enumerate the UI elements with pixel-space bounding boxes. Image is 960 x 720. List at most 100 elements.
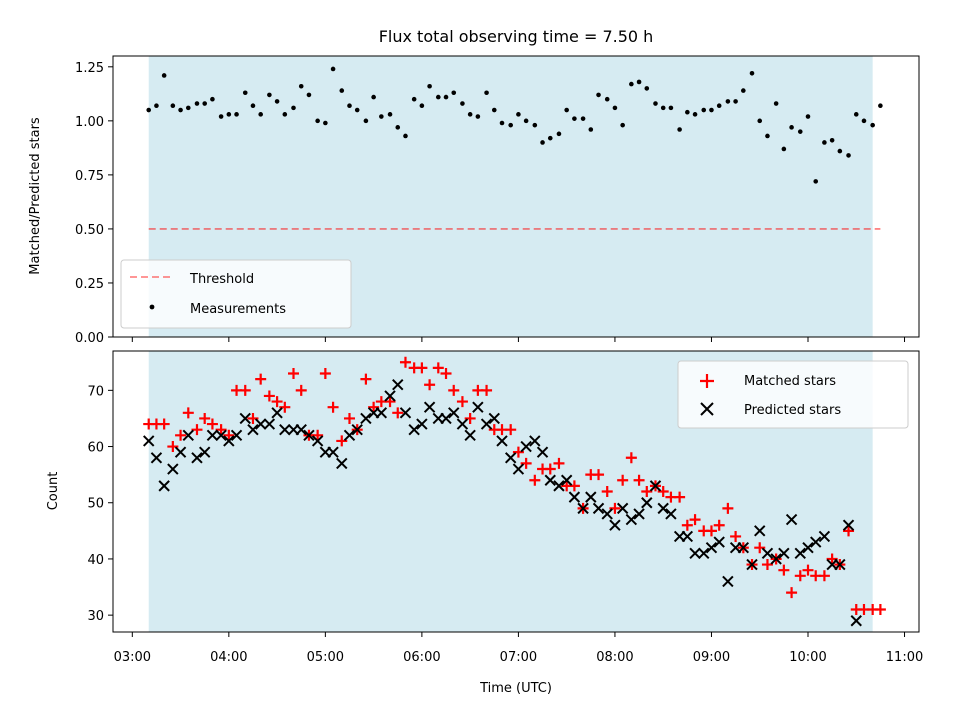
matched-star-point: [481, 384, 493, 396]
measurement-point: [218, 114, 224, 119]
predicted-star-point: [778, 547, 790, 560]
measurement-point: [781, 146, 787, 152]
predicted-star-point: [577, 502, 589, 515]
measurement-point: [306, 92, 312, 98]
predicted-star-point: [343, 429, 356, 442]
matched-star-point: [384, 396, 396, 408]
measurement-point: [813, 179, 819, 184]
measurement-point: [523, 118, 529, 124]
predicted-star-point: [143, 435, 155, 447]
measurement-point: [878, 103, 883, 109]
predicted-star-point: [480, 418, 493, 430]
predicted-star-point: [311, 435, 324, 447]
measurement-point: [805, 114, 811, 119]
predicted-star-point: [536, 446, 549, 458]
matched-stars-series: [143, 356, 886, 616]
predicted-star-point: [423, 401, 436, 413]
measurement-point: [620, 122, 625, 128]
matched-star-point: [392, 407, 404, 419]
predicted-star-point: [722, 575, 734, 588]
legend-measurements-label: Measurements: [190, 302, 286, 317]
top-y-axis: 0.00 0.25 0.50 0.75 1.00 1.25: [75, 61, 113, 346]
predicted-star-point: [512, 463, 525, 475]
matched-star-point: [761, 559, 773, 571]
predicted-star-point: [167, 463, 179, 475]
predicted-star-point: [191, 452, 203, 464]
measurement-point: [547, 135, 553, 141]
predicted-star-point: [585, 491, 597, 503]
predicted-star-point: [448, 407, 460, 419]
predicted-star-point: [746, 558, 758, 571]
matched-star-point: [271, 396, 283, 408]
measurement-point: [154, 103, 159, 109]
measurement-point: [749, 70, 755, 76]
matched-star-point: [826, 553, 838, 565]
predicted-star-point: [158, 480, 170, 492]
measurement-point: [508, 122, 513, 128]
predicted-star-point: [456, 418, 469, 430]
predicted-star-point: [560, 474, 573, 486]
matched-star-point: [657, 486, 669, 497]
legend-matched-swatch: [700, 374, 714, 388]
predicted-star-point: [488, 412, 500, 425]
predicted-star-point: [850, 615, 862, 627]
x-tick-label: 11:00: [886, 650, 923, 665]
measurement-point: [146, 107, 152, 113]
measurement-point: [692, 112, 698, 117]
measurement-point: [298, 83, 304, 89]
x-axis-label: Time (UTC): [479, 681, 552, 696]
measurement-point: [354, 107, 360, 113]
predicted-star-point: [336, 457, 348, 470]
predicted-star-point: [303, 429, 315, 442]
bottom-y-tick-label: 70: [87, 384, 104, 399]
measurement-point: [870, 122, 875, 128]
x-tick-label: 06:00: [403, 650, 440, 665]
measurement-point: [435, 94, 441, 100]
legend-measurements-swatch: [149, 304, 155, 310]
measurement-point: [475, 114, 481, 119]
predicted-star-point: [279, 423, 291, 436]
matched-star-point: [295, 384, 307, 396]
predicted-star-point: [681, 530, 694, 543]
measurement-point: [716, 103, 722, 109]
predicted-star-point: [802, 541, 814, 554]
predicted-star-point: [665, 508, 677, 520]
measurement-point: [668, 105, 674, 111]
predicted-star-point: [416, 418, 428, 430]
measurement-point: [733, 99, 738, 104]
matched-star-point: [802, 564, 814, 576]
predicted-star-point: [496, 435, 508, 447]
top-y-tick-label: 1.25: [75, 61, 104, 76]
matched-star-point: [464, 412, 476, 424]
top-y-tick-label: 0.50: [75, 223, 104, 238]
measurement-point: [315, 118, 320, 124]
measurement-point: [427, 83, 432, 89]
measurement-point: [532, 122, 538, 128]
measurement-point: [596, 92, 601, 98]
predicted-star-point: [689, 547, 701, 560]
x-tick-label: 10:00: [789, 650, 826, 665]
measurement-point: [829, 138, 835, 143]
matched-star-point: [199, 412, 211, 424]
measurement-point: [741, 88, 746, 93]
predicted-star-point: [351, 423, 363, 436]
matched-star-point: [191, 424, 203, 436]
matched-star-point: [360, 373, 372, 385]
predicted-star-point: [568, 491, 581, 503]
measurement-point: [644, 86, 650, 91]
legend-predicted-swatch: [700, 402, 714, 416]
measurement-point: [861, 118, 867, 124]
measurement-point: [540, 140, 545, 145]
predicted-star-point: [263, 418, 276, 430]
predicted-star-point: [408, 423, 420, 436]
predicted-star-point: [520, 440, 532, 453]
measurement-point: [709, 107, 714, 113]
matched-star-point: [167, 441, 179, 453]
measurement-point: [797, 129, 803, 134]
matched-star-point: [368, 401, 380, 413]
bottom-axes-frame: [112, 350, 920, 633]
predicted-star-point: [215, 429, 227, 442]
matched-star-point: [754, 542, 766, 554]
matched-star-point: [448, 384, 460, 396]
predicted-star-point: [399, 407, 412, 419]
